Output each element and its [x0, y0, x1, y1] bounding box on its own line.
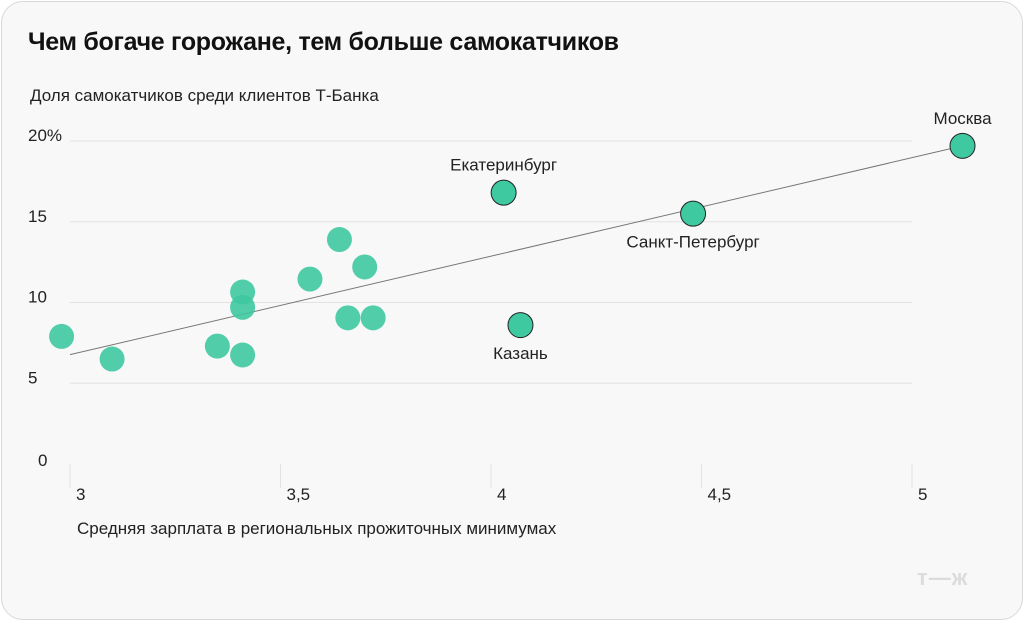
data-point	[99, 346, 125, 372]
data-point	[507, 312, 534, 339]
point-label: Екатеринбург	[450, 156, 557, 175]
trend-line	[69, 145, 963, 356]
data-point	[352, 254, 378, 280]
y-tick-label: 10	[28, 288, 47, 307]
chart-title: Чем богаче горожане, тем больше самокатч…	[28, 28, 619, 56]
point-label: Санкт-Петербург	[626, 233, 759, 252]
data-point	[230, 294, 256, 320]
data-point	[326, 227, 352, 253]
x-tick-label: 3	[76, 485, 85, 504]
point-label: Казань	[493, 344, 548, 363]
x-tick-label: 3,5	[287, 485, 311, 504]
y-tick-label: 5	[28, 368, 37, 387]
data-point	[49, 323, 75, 349]
y-tick-label: 15	[28, 207, 47, 226]
data-point	[490, 179, 517, 206]
logo: т—ж	[917, 565, 969, 590]
y-tick-label: 0	[38, 451, 47, 470]
data-point	[360, 305, 386, 331]
y-tick-label: 20%	[28, 126, 62, 145]
x-tick-label: 4,5	[708, 485, 732, 504]
point-label: Москва	[933, 109, 992, 128]
data-point	[335, 305, 361, 331]
data-point	[949, 132, 976, 159]
data-point	[297, 266, 323, 292]
y-axis-label: Доля самокатчиков среди клиентов Т-Банка	[30, 86, 379, 105]
data-point	[204, 333, 230, 359]
x-tick-label: 5	[918, 485, 927, 504]
data-point	[680, 200, 707, 227]
data-point	[230, 342, 256, 368]
x-tick-label: 4	[497, 485, 506, 504]
x-axis-label: Средняя зарплата в региональных прожиточ…	[77, 519, 557, 538]
